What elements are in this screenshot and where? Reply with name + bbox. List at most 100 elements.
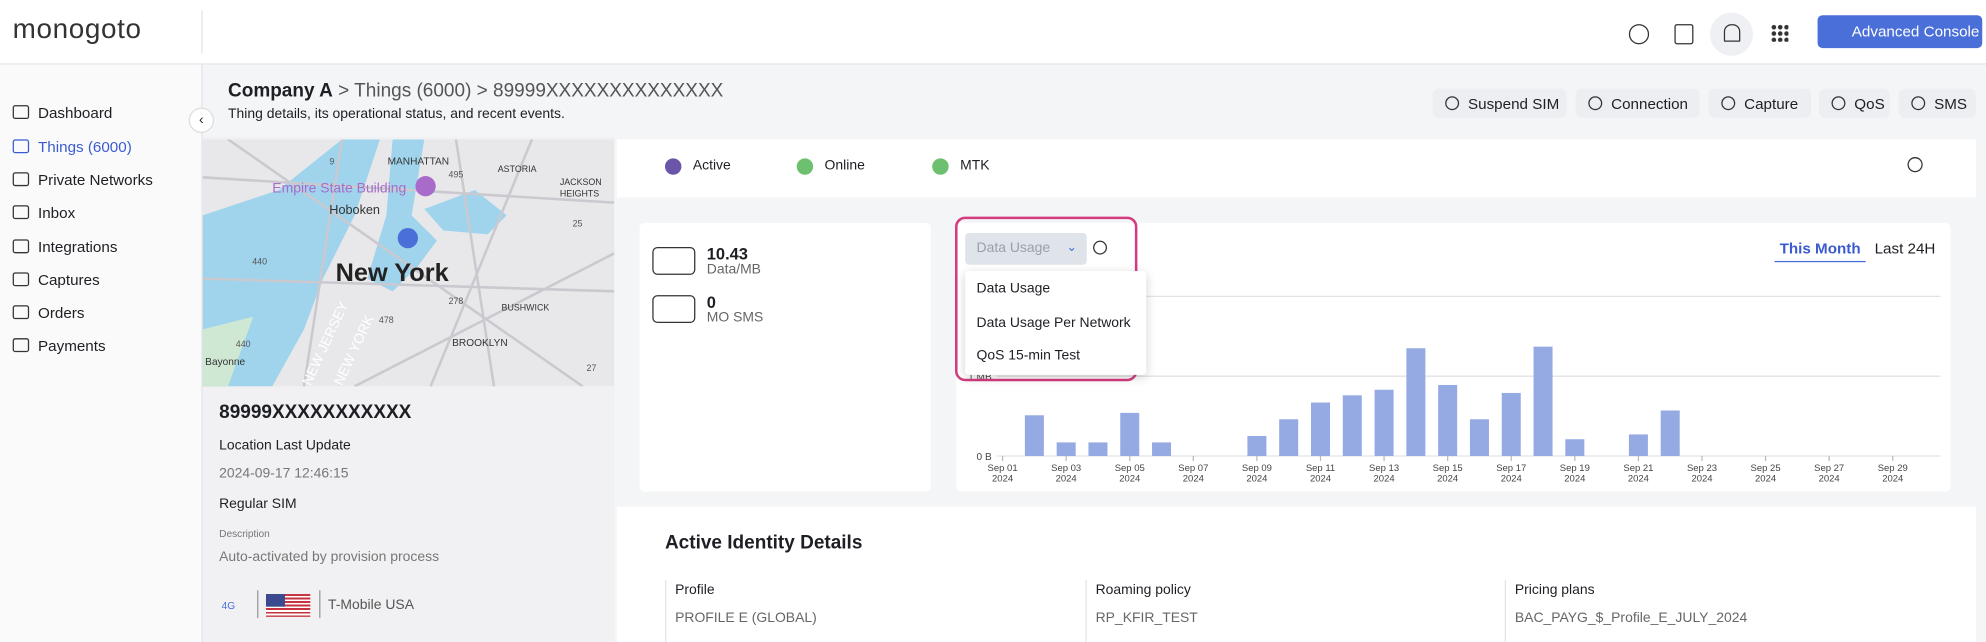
apps-icon[interactable] [1770, 24, 1789, 42]
stats-card [639, 222, 931, 492]
x-tick-sublabel: 2024 [1564, 473, 1585, 484]
nav-icon [12, 338, 30, 353]
x-tick-sublabel: 2024 [1691, 473, 1712, 484]
map-water [424, 189, 507, 235]
map-label: Empire State Building [272, 180, 406, 196]
status-label: MTK [960, 158, 990, 174]
x-tick-sublabel: 2024 [1755, 473, 1776, 484]
nav-icon [12, 239, 30, 254]
breadcrumb-root[interactable]: Company A [227, 79, 333, 102]
action-button[interactable] [1818, 88, 1890, 118]
nav-icon [12, 139, 30, 154]
nav-icon [12, 305, 30, 320]
status-bar [616, 139, 1976, 198]
map-label: New York [336, 259, 450, 287]
x-tick-sublabel: 2024 [1628, 473, 1649, 484]
status-label: Active [692, 158, 731, 174]
field-rule [664, 580, 667, 642]
stat-unit: Data/MB [706, 262, 761, 278]
field-value: RP_KFIR_TEST [1095, 610, 1198, 626]
dropdown-option[interactable]: Data Usage [976, 281, 1051, 297]
action-label[interactable]: Capture [1744, 94, 1799, 113]
account-icon[interactable] [1628, 24, 1650, 45]
tab-last-24h[interactable]: Last 24H [1874, 239, 1936, 258]
x-tick-sublabel: 2024 [1119, 473, 1140, 484]
page-subtitle: Thing details, its operational status, a… [227, 106, 565, 122]
bar [1342, 395, 1362, 456]
status-label: Online [824, 158, 865, 174]
nav-item[interactable]: Private Networks [37, 170, 153, 189]
info-icon[interactable] [1907, 157, 1923, 173]
map-poi [415, 176, 436, 197]
x-tick-label: Sep 23 [1687, 463, 1717, 474]
x-tick-label: Sep 15 [1433, 463, 1463, 474]
map-park [202, 316, 254, 387]
route-label: 27 [587, 363, 597, 373]
status-dot [932, 158, 949, 175]
bar [1152, 442, 1172, 456]
chart-selector[interactable]: Data Usage [965, 233, 1087, 265]
separator [257, 590, 259, 619]
map-label: JACKSON [560, 177, 602, 187]
dropdown-option[interactable]: QoS 15-min Test [976, 348, 1081, 364]
identity-title[interactable]: Active Identity Details [664, 531, 863, 554]
location-label: Location Last Update [219, 438, 351, 454]
x-tick-sublabel: 2024 [1437, 473, 1458, 484]
field-label: Pricing plans [1514, 582, 1595, 598]
map-label: ASTORIA [498, 164, 537, 174]
sim-type: Regular SIM [219, 496, 297, 512]
nav-icon [12, 272, 30, 287]
x-tick-sublabel: 2024 [1374, 473, 1395, 484]
bar [1469, 419, 1489, 456]
tab-this-month[interactable]: This Month [1774, 236, 1866, 263]
field-label: Roaming policy [1095, 582, 1191, 598]
separator [319, 590, 321, 619]
billing-icon[interactable] [1674, 24, 1694, 45]
bar [1247, 436, 1267, 456]
nav-item[interactable]: Orders [37, 303, 85, 322]
map: MANHATTAN ASTORIA Empire State Building JAC… [202, 139, 615, 387]
route-label: 478 [379, 315, 394, 325]
action-label[interactable]: QoS [1854, 94, 1885, 113]
bar [1120, 412, 1140, 456]
bar [1279, 419, 1299, 456]
action-label[interactable]: Suspend SIM [1467, 94, 1560, 113]
nav-item[interactable]: Payments [37, 336, 106, 355]
nav-icon [12, 205, 30, 220]
stat-icon [652, 295, 696, 323]
x-tick-label: Sep 21 [1623, 463, 1653, 474]
x-tick-sublabel: 2024 [1819, 473, 1840, 484]
advanced-console-button[interactable]: Advanced Console [1817, 15, 1983, 49]
x-tick-sublabel: 2024 [1056, 473, 1077, 484]
bar [1565, 439, 1585, 456]
map-pin [397, 227, 418, 249]
nav-item[interactable]: Dashboard [37, 103, 113, 122]
route-label: 440 [236, 339, 251, 349]
route-label: 440 [252, 257, 267, 267]
x-tick-sublabel: 2024 [1183, 473, 1204, 484]
collapse-button[interactable]: ‹ [188, 107, 215, 133]
dropdown-option[interactable]: Data Usage Per Network [976, 314, 1131, 330]
action-icon [1911, 96, 1926, 111]
x-tick-label: Sep 09 [1242, 463, 1272, 474]
field-value: BAC_PAYG_$_Profile_E_JULY_2024 [1514, 610, 1748, 626]
description-label: Description [219, 528, 270, 540]
nav-icon [12, 172, 30, 187]
bar [1438, 384, 1458, 456]
notifications-icon[interactable] [1723, 24, 1741, 42]
info-icon[interactable] [1093, 240, 1108, 255]
action-label[interactable]: Connection [1611, 94, 1689, 113]
bar [1501, 392, 1521, 456]
nav-item[interactable]: Inbox [37, 203, 76, 222]
logo[interactable]: monogoto [12, 12, 142, 45]
stat-icon [652, 246, 696, 275]
nav-item[interactable]: Captures [37, 271, 100, 289]
nav-item[interactable]: Things (6000) [37, 138, 132, 156]
map-label: Hoboken [329, 203, 380, 217]
action-icon [1721, 96, 1736, 111]
nav-item[interactable]: Integrations [37, 238, 118, 256]
divider [201, 10, 203, 54]
action-label[interactable]: SMS [1934, 94, 1968, 113]
bar [1660, 410, 1680, 456]
